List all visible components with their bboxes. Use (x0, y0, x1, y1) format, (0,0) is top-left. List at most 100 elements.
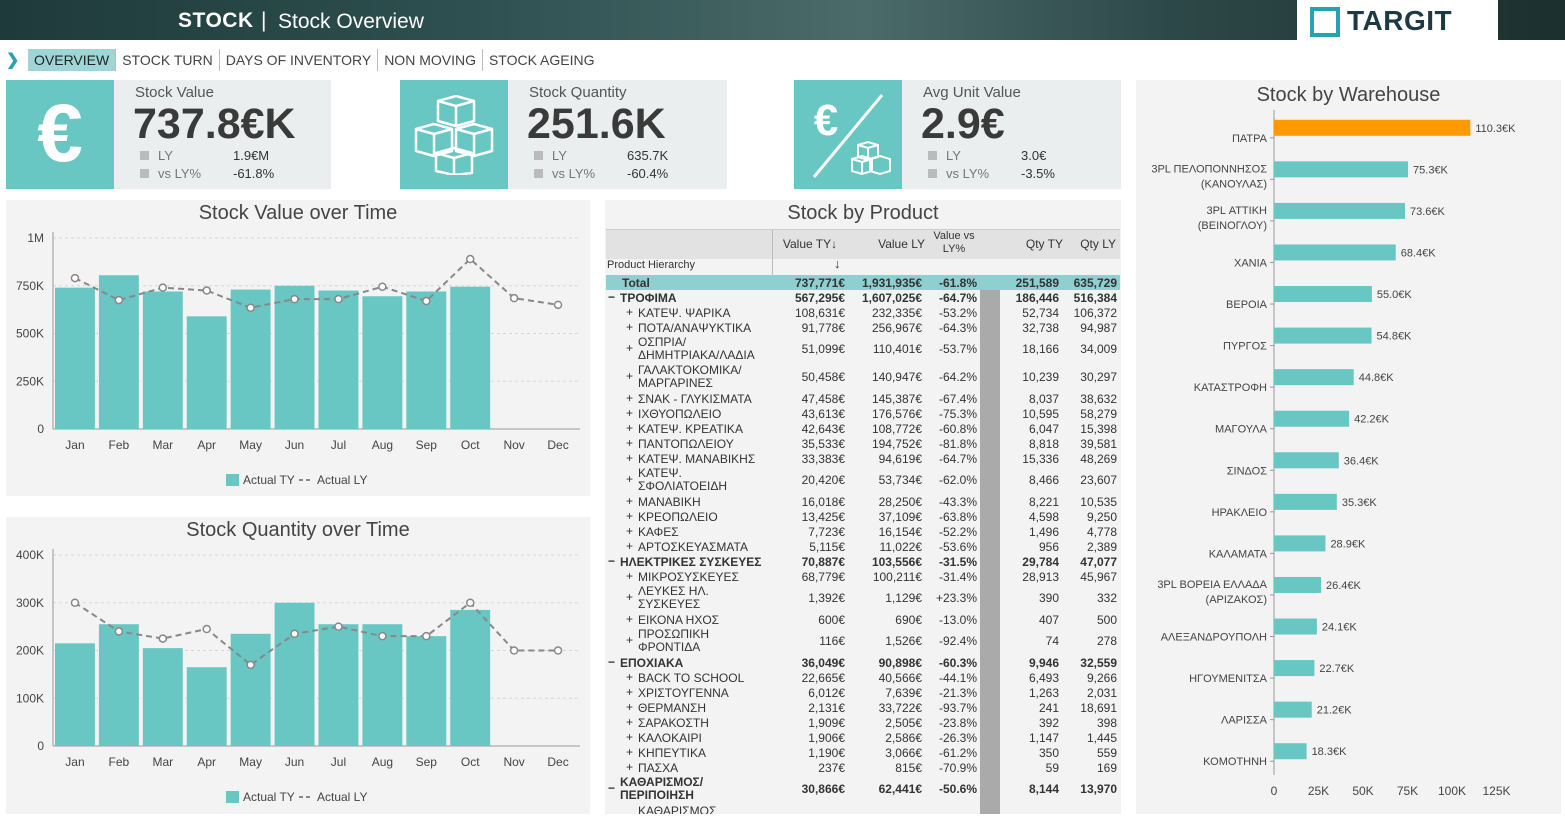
warehouse-bar[interactable] (1274, 410, 1350, 427)
tab-overview[interactable]: OVERVIEW (28, 49, 117, 71)
warehouse-bar[interactable] (1274, 535, 1326, 552)
table-row[interactable]: + ΘΕΡΜΑΝΣΗ 2,131€ 33,722€ -93.7% 241 18,691 (606, 700, 1120, 715)
bar[interactable] (274, 285, 315, 429)
table-row[interactable]: + ΚΑΤΕΨ. ΨΑΡΙΚΑ 108,631€ 232,335€ -53.2% 52,7… (606, 305, 1120, 320)
expand-icon[interactable]: + (626, 569, 634, 584)
table-row[interactable]: + ΜΙΚΡΟΣΥΣΚΕΥΕΣ 68,779€ 100,211€ -31.4% 28,91… (606, 569, 1120, 584)
expand-icon[interactable]: + (626, 612, 634, 627)
ly-point[interactable] (378, 282, 387, 291)
ly-point[interactable] (553, 300, 563, 310)
expand-icon[interactable]: + (626, 494, 634, 509)
col-value-ty[interactable]: Value TY↓ (772, 237, 848, 251)
ly-point[interactable] (465, 254, 475, 264)
ly-point[interactable] (290, 629, 299, 639)
warehouse-bar[interactable] (1274, 618, 1317, 635)
collapse-icon[interactable]: − (608, 290, 616, 305)
table-group-row[interactable]: − ΚΑΘΑΡΙΣΜΟΣ/ΠΕΡΙΠΟΙΗΣΗ 30,866€ 62,441€ -50.… (606, 775, 1120, 803)
bar[interactable] (406, 291, 447, 429)
warehouse-bar[interactable] (1274, 286, 1372, 303)
ly-point[interactable] (290, 294, 299, 304)
table-row[interactable]: + ΚΑΤΕΨ. ΜΑΝΑΒΙΚΗΣ 33,383€ 94,619€ -64.7% 15,… (606, 451, 1120, 466)
ly-point[interactable] (158, 283, 168, 292)
warehouse-bar[interactable] (1274, 701, 1312, 718)
stock-value-chart-panel[interactable]: Stock Value over Time 0 250K 500K 750K 1M Jan… (6, 200, 590, 496)
bar[interactable] (362, 624, 403, 746)
table-row[interactable]: + ΟΣΠΡΙΑ/ΔΗΜΗΤΡΙΑΚΑ/ΛΑΔΙΑ 51,099€ 110,401€ -… (606, 335, 1120, 363)
bar[interactable] (98, 624, 139, 746)
expand-icon[interactable]: + (626, 670, 634, 685)
warehouse-bar[interactable] (1274, 743, 1307, 760)
stock-quantity-chart[interactable]: 0 100K 200K 300K 400K Jan Feb Mar Apr May Jun Jul Au… (6, 517, 590, 814)
expand-icon[interactable]: + (626, 633, 634, 648)
expand-icon[interactable]: + (626, 436, 634, 451)
table-row[interactable]: + ΠΑΣΧΑ 237€ 815€ -70.9% 59 169 (606, 760, 1120, 775)
col-qty-ly[interactable]: Qty LY (1080, 237, 1116, 251)
bar[interactable] (142, 291, 183, 429)
tab-days-of-inventory[interactable]: DAYS OF INVENTORY (220, 49, 379, 71)
col-value-vs-ly[interactable]: Value vs LY% (933, 230, 975, 255)
legend-label-ly[interactable]: Actual LY (317, 790, 367, 804)
table-row[interactable]: + ΠΡΟΣΩΠΙΚΗ ΦΡΟΝΤΙΔΑ 116€ 1,526€ -92.4% 74 278 (606, 627, 1120, 655)
ly-point[interactable] (378, 631, 387, 641)
ly-point[interactable] (70, 273, 80, 283)
expand-icon[interactable]: + (626, 590, 634, 605)
ly-point[interactable] (202, 624, 211, 634)
col-value-ly[interactable]: Value LY (878, 237, 925, 251)
bar[interactable] (142, 648, 183, 746)
bar[interactable] (186, 316, 227, 429)
expand-icon[interactable]: + (626, 539, 634, 554)
ly-point[interactable] (553, 646, 563, 655)
expand-icon[interactable]: + (626, 391, 634, 406)
tab-non-moving[interactable]: NON MOVING (378, 49, 483, 71)
ly-point[interactable] (114, 295, 124, 305)
warehouse-bar[interactable] (1274, 493, 1337, 510)
table-total-row[interactable]: Total 737,771€ 1,931,935€ -61.8% 251,589 635,… (606, 275, 1120, 290)
expand-icon[interactable]: + (626, 320, 634, 335)
warehouse-bar[interactable] (1274, 576, 1321, 593)
table-row[interactable]: + ΠΟΤΑ/ΑΝΑΨΥΚΤΙΚΑ 91,778€ 256,967€ -64.3% 32,… (606, 320, 1120, 335)
ly-point[interactable] (114, 627, 124, 636)
bar[interactable] (186, 667, 227, 746)
collapse-icon[interactable]: − (608, 781, 616, 796)
expand-icon[interactable]: + (626, 715, 634, 730)
expand-icon[interactable]: + (626, 685, 634, 700)
kpi-stock-value[interactable]: € Stock Value 737.8€K LY 1.9€M vs LY% -61.… (6, 80, 331, 189)
expand-icon[interactable]: + (626, 524, 634, 539)
table-row[interactable]: + ΚΑΦΕΣ 7,723€ 16,154€ -52.2% 1,496 4,778 (606, 524, 1120, 539)
warehouse-bar[interactable] (1274, 327, 1372, 344)
bar[interactable] (55, 643, 95, 746)
expand-icon[interactable]: + (626, 472, 634, 487)
kpi-stock-quantity[interactable]: Stock Quantity 251.6K LY 635.7K vs LY% -60… (400, 80, 727, 189)
collapse-icon[interactable]: − (608, 554, 616, 569)
ly-point[interactable] (422, 631, 431, 641)
table-row[interactable]: + ΚΗΠΕΥΤΙΚΑ 1,190€ 3,066€ -61.2% 350 559 (606, 745, 1120, 760)
bar[interactable] (55, 287, 95, 429)
table-row[interactable]: + ΚΑΤΕΨ. ΚΡΕΑΤΙΚΑ 42,643€ 108,772€ -60.8% 6,0… (606, 421, 1120, 436)
bar[interactable] (230, 289, 271, 429)
table-row[interactable]: + ΚΑΛΟΚΑΙΡΙ 1,906€ 2,586€ -26.3% 1,147 1,445 (606, 730, 1120, 745)
bar[interactable] (450, 609, 491, 746)
ly-point[interactable] (422, 296, 431, 306)
bar[interactable] (274, 602, 315, 746)
warehouse-bar[interactable] (1274, 660, 1315, 677)
table-row[interactable]: + BACK TO SCHOOL 22,665€ 40,566€ -44.1% 6,493… (606, 670, 1120, 685)
expand-icon[interactable]: + (626, 451, 634, 466)
warehouse-bar[interactable] (1274, 161, 1409, 178)
bar[interactable] (450, 286, 491, 429)
table-row[interactable]: + ΓΑΛΑΚΤΟΚΟΜΙΚΑ/ΜΑΡΓΑΡΙΝΕΣ 50,458€ 140,947€… (606, 363, 1120, 391)
expand-icon[interactable]: + (626, 745, 634, 760)
stock-by-product-panel[interactable]: Stock by Product Value TY↓ Value LY Valu… (605, 200, 1121, 814)
expand-icon[interactable]: + (626, 421, 634, 436)
warehouse-bar[interactable] (1274, 202, 1406, 219)
table-row[interactable]: + ΑΡΤΟΣΚΕΥΑΣΜΑΤΑ 5,115€ 11,022€ -53.6% 956 2,3… (606, 539, 1120, 554)
ly-point[interactable] (202, 286, 211, 295)
table-row[interactable]: + ΧΡΙΣΤΟΥΓΕΝΝΑ 6,012€ 7,639€ -21.3% 1,263 2,03… (606, 685, 1120, 700)
table-row[interactable]: + ΜΑΝΑΒΙΚΗ 16,018€ 28,250€ -43.3% 8,221 10,535 (606, 494, 1120, 509)
stock-by-warehouse-panel[interactable]: Stock by Warehouse 0 25K 50K 75K 100K 125K 110… (1136, 80, 1561, 814)
table-row[interactable]: + ΣΝΑΚ - ΓΛΥΚΙΣΜΑΤΑ 47,458€ 145,387€ -67.4% 8… (606, 391, 1120, 406)
warehouse-bar[interactable] (1274, 369, 1354, 386)
warehouse-bar[interactable] (1274, 244, 1396, 261)
warehouse-bar[interactable] (1274, 119, 1471, 136)
expand-icon[interactable]: + (626, 760, 634, 775)
